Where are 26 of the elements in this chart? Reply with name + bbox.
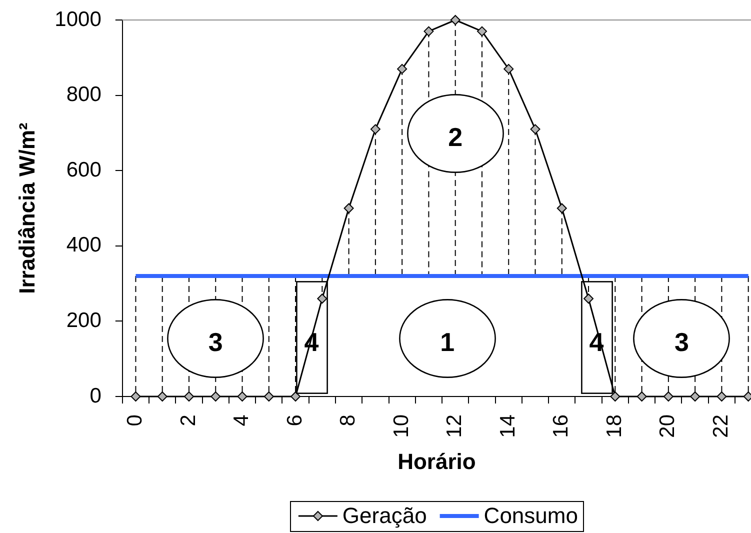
annotation: 3 <box>674 326 689 357</box>
x-tick-label: 10 <box>390 414 413 438</box>
annotation: 3 <box>208 326 223 357</box>
x-tick-label: 12 <box>443 414 466 438</box>
x-tick-label: 8 <box>336 414 360 426</box>
x-tick-label: 6 <box>283 414 306 426</box>
legend-label: Geração <box>342 503 427 528</box>
x-tick-label: 18 <box>602 414 626 438</box>
annotation: 2 <box>448 122 463 152</box>
y-tick-label: 0 <box>90 384 102 408</box>
y-tick-label: 800 <box>66 83 102 106</box>
y-tick-label: 200 <box>66 308 102 332</box>
annotation: 1 <box>440 326 455 357</box>
y-tick-label: 600 <box>66 158 102 182</box>
x-tick-label: 20 <box>656 414 680 438</box>
x-tick-label: 14 <box>496 414 520 438</box>
x-axis-title: Horário <box>398 448 476 474</box>
y-axis-title: Irradiância W/m² <box>14 122 40 294</box>
y-tick-label: 1000 <box>54 8 102 31</box>
x-tick-label: 22 <box>710 414 732 438</box>
x-tick-label: 4 <box>230 414 254 426</box>
y-tick-label: 400 <box>66 234 102 257</box>
x-tick-label: 2 <box>176 414 200 426</box>
x-tick-label: 16 <box>550 414 573 438</box>
legend-label: Consumo <box>484 503 578 528</box>
x-tick-label: 0 <box>124 414 147 426</box>
